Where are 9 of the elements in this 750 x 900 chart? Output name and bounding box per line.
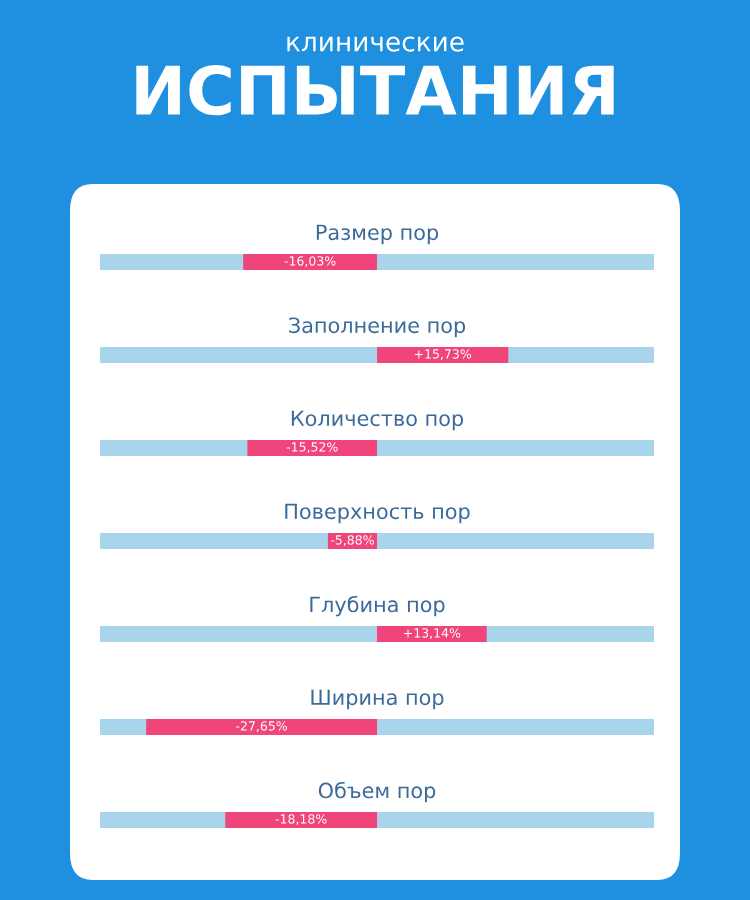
chart-title: ИСПЫТАНИЯ (136, 64, 614, 116)
chart-subtitle: клинические (287, 36, 464, 52)
y-tick-label: Количество пор (291, 410, 464, 431)
y-tick-label: Глубина пор (310, 595, 445, 617)
y-tick-label: Ширина пор (311, 689, 444, 710)
y-tick-label: Объем пор (318, 781, 436, 803)
y-tick-label: Заполнение пор (289, 317, 466, 338)
y-tick-label: Размер пор (316, 224, 439, 245)
y-tick-label: Поверхность пор (285, 503, 470, 524)
